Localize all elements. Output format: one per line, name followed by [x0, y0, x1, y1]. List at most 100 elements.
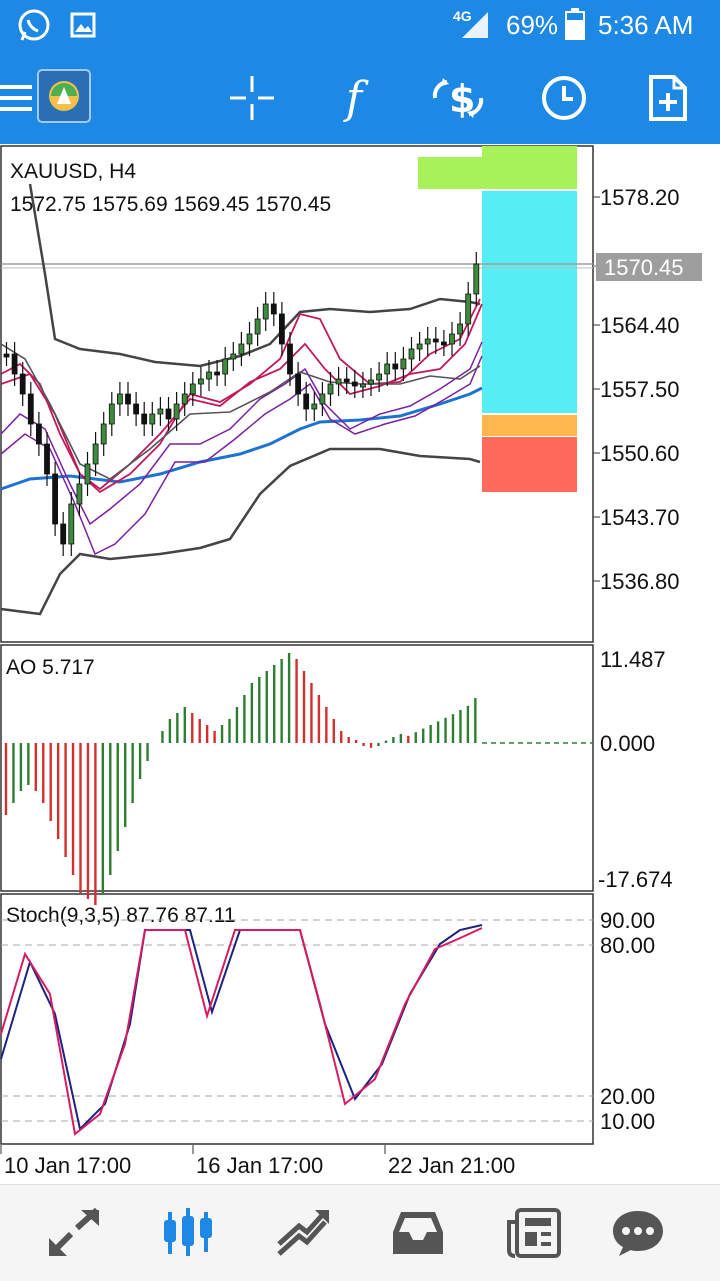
- dom-bar: [418, 157, 577, 189]
- ma-line: [0, 355, 483, 556]
- candle-body: [189, 383, 196, 395]
- stoch-label: 10.00: [600, 1109, 655, 1134]
- stoch-label: 80.00: [600, 933, 655, 958]
- candlesticks: [3, 252, 480, 556]
- candle-body: [238, 343, 245, 355]
- candle-body: [408, 348, 415, 360]
- price-label: 1536.80: [600, 569, 680, 594]
- candle-body: [206, 371, 212, 380]
- dom-bar: [482, 146, 577, 158]
- ao-label: -17.674: [598, 867, 673, 892]
- candle-body: [181, 393, 188, 405]
- candle-body: [343, 378, 350, 383]
- candle-body: [214, 371, 221, 376]
- candle-body: [52, 473, 58, 525]
- news-icon[interactable]: [502, 1203, 566, 1263]
- ao-title: AO 5.717: [6, 656, 95, 679]
- ao-indicator: AO 5.717 11.487 0.000 -17.674: [4, 647, 673, 905]
- candle-body: [400, 358, 407, 370]
- candle-body: [440, 341, 447, 346]
- menu-icon[interactable]: [0, 70, 42, 126]
- candle-body: [278, 313, 285, 345]
- bollinger-upper: [28, 183, 481, 368]
- new-order-icon[interactable]: [640, 70, 696, 126]
- candle-body: [84, 463, 91, 485]
- time-label: 22 Jan 21:00: [388, 1153, 515, 1178]
- candle-body: [173, 403, 180, 420]
- candle-body: [335, 378, 342, 385]
- current-price-tag: [596, 253, 702, 281]
- stoch-panel[interactable]: [0, 893, 594, 1145]
- time-axis: 10 Jan 17:00 16 Jan 17:00 22 Jan 21:00: [0, 1145, 515, 1178]
- candle-body: [165, 408, 172, 420]
- crosshair-icon[interactable]: [224, 70, 280, 126]
- candle-body: [384, 363, 391, 375]
- candle-body: [11, 353, 18, 375]
- candle-body: [246, 333, 253, 345]
- ohlc-values: 1572.75 1575.69 1569.45 1570.45: [10, 193, 331, 216]
- candle-body: [432, 338, 439, 343]
- candle-body: [117, 393, 123, 405]
- history-icon[interactable]: [386, 1203, 450, 1263]
- stoch-label: 20.00: [600, 1084, 655, 1109]
- ma-line: [0, 343, 481, 480]
- candle-body: [19, 373, 26, 395]
- chart-icon[interactable]: [156, 1203, 220, 1263]
- candle-body: [108, 403, 115, 425]
- candle-body: [392, 363, 399, 370]
- current-price: 1570.45: [604, 255, 684, 280]
- candle-body: [270, 303, 277, 315]
- candle-body: [133, 403, 140, 415]
- chart-area[interactable]: XAUUSD, H4 1572.75 1575.69 1569.45 1570.…: [0, 144, 720, 1184]
- candle-body: [76, 483, 83, 505]
- candle-body: [457, 323, 464, 335]
- candle-body: [254, 318, 261, 335]
- price-label: 1550.60: [600, 441, 680, 466]
- trade-icon[interactable]: [272, 1203, 336, 1263]
- price-label: 1543.70: [600, 505, 680, 530]
- time-label: 10 Jan 17:00: [4, 1153, 131, 1178]
- candle-body: [44, 443, 50, 475]
- indicators-icon[interactable]: f: [345, 72, 363, 124]
- candle-body: [351, 381, 358, 387]
- price-label: 1564.40: [600, 313, 680, 338]
- candle-body: [311, 403, 318, 410]
- candle-body: [416, 343, 423, 350]
- symbols-icon[interactable]: $: [430, 70, 486, 126]
- timeframe-icon[interactable]: [536, 70, 592, 126]
- candle-body: [473, 263, 480, 295]
- candle-body: [100, 423, 107, 445]
- toolbar: f $: [0, 48, 720, 144]
- symbol-timeframe: XAUUSD, H4: [10, 160, 136, 183]
- candle-body: [359, 383, 366, 388]
- candle-body: [197, 378, 204, 385]
- gallery-icon: [70, 12, 96, 43]
- stoch-label: 90.00: [600, 908, 655, 933]
- candle-body: [303, 393, 310, 410]
- candle-body: [319, 393, 326, 405]
- messages-icon[interactable]: [606, 1203, 670, 1263]
- candle-body: [60, 523, 67, 545]
- whatsapp-icon: [16, 8, 52, 49]
- candle-body: [327, 383, 334, 395]
- candle-body: [376, 373, 383, 381]
- quotes-icon[interactable]: [42, 1203, 106, 1263]
- time-label: 16 Jan 17:00: [196, 1153, 323, 1178]
- bottom-navigation: [0, 1184, 720, 1281]
- dom-bar: [482, 437, 577, 492]
- app-logo[interactable]: [36, 68, 92, 124]
- price-label: 1578.20: [600, 185, 680, 210]
- stoch-title: Stoch(9,3,5) 87.76 87.11: [6, 904, 236, 927]
- candle-body: [157, 408, 164, 415]
- candle-body: [68, 503, 75, 545]
- candle-body: [141, 413, 148, 425]
- main-chart: XAUUSD, H4 1572.75 1575.69 1569.45 1570.…: [0, 146, 702, 616]
- candle-body: [36, 423, 42, 445]
- clock: 5:36 AM: [598, 10, 694, 40]
- candle-body: [287, 343, 293, 375]
- ma-line: [0, 341, 483, 526]
- candle-body: [3, 353, 10, 358]
- network-type: 4G: [453, 8, 472, 24]
- dom-bar: [482, 191, 577, 413]
- signal-icon: [460, 10, 490, 45]
